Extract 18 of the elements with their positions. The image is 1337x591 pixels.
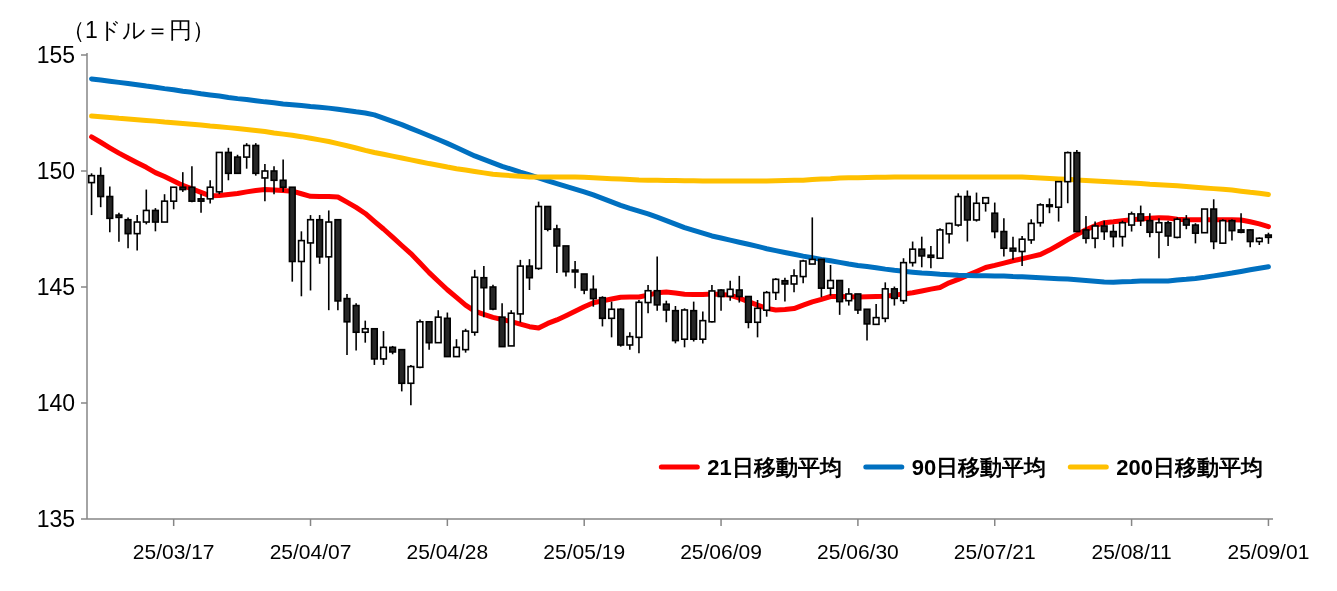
y-tick-label: 135	[36, 506, 75, 532]
x-tick-label: 25/08/11	[1091, 540, 1172, 563]
y-axis-title: （1ドル＝円）	[62, 17, 215, 43]
legend-label: 21日移動平均	[707, 455, 842, 480]
y-tick-label: 140	[36, 390, 75, 416]
y-tick-label: 155	[36, 42, 75, 68]
legend-label: 200日移動平均	[1116, 455, 1263, 480]
x-tick-label: 25/06/30	[817, 540, 899, 563]
x-tick-label: 25/04/28	[406, 540, 489, 563]
x-tick-label: 25/07/21	[953, 540, 1036, 563]
legend-label: 90日移動平均	[911, 455, 1047, 480]
y-tick-label: 145	[36, 274, 75, 300]
x-tick-label: 25/05/19	[543, 540, 626, 563]
y-tick-label: 150	[36, 158, 75, 184]
x-tick-label: 25/04/07	[269, 540, 352, 563]
x-tick-label: 25/06/09	[680, 540, 762, 563]
x-tick-label: 25/09/01	[1227, 540, 1310, 563]
x-tick-label: 25/03/17	[132, 540, 215, 563]
